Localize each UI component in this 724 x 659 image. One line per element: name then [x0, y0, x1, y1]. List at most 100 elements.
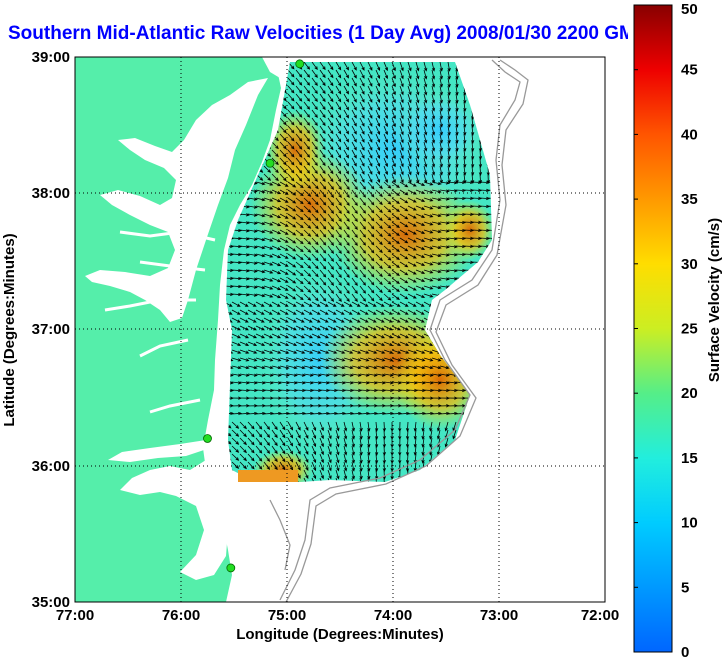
velocity-arrow — [391, 69, 396, 80]
velocity-arrow — [255, 221, 266, 226]
velocity-arrow — [415, 69, 420, 80]
velocity-arrow — [399, 141, 404, 152]
velocity-arrow — [413, 421, 417, 432]
velocity-arrow — [343, 109, 349, 119]
velocity-arrow — [287, 245, 297, 252]
velocity-arrow — [271, 149, 279, 158]
velocity-arrow — [263, 221, 274, 226]
velocity-arrow — [247, 261, 258, 265]
velocity-arrow — [407, 117, 412, 128]
velocity-arrow — [383, 109, 388, 120]
velocity-arrow — [431, 157, 436, 168]
velocity-arrow — [319, 157, 326, 167]
velocity-arrow — [383, 317, 393, 323]
velocity-arrow — [359, 62, 365, 71]
velocity-arrow — [247, 411, 258, 416]
velocity-arrow — [343, 125, 349, 135]
velocity-arrow — [367, 341, 378, 346]
velocity-arrow — [407, 69, 412, 80]
velocity-arrow — [263, 277, 274, 282]
velocity-arrow — [413, 429, 417, 440]
velocity-arrow — [319, 133, 326, 143]
velocity-arrow — [263, 317, 273, 323]
velocity-arrow — [407, 101, 412, 112]
velocity-arrow — [343, 157, 349, 167]
velocity-arrow — [367, 221, 375, 230]
velocity-arrow — [367, 429, 371, 440]
velocity-arrow — [431, 229, 442, 234]
velocity-arrow — [359, 149, 365, 159]
velocity-arrow — [319, 205, 327, 214]
velocity-arrow — [399, 301, 409, 307]
velocity-arrow — [359, 365, 370, 370]
velocity-arrow — [343, 357, 354, 362]
velocity-arrow — [335, 333, 346, 339]
velocity-arrow — [319, 245, 327, 254]
velocity-arrow — [327, 349, 338, 354]
velocity-arrow — [335, 109, 342, 119]
velocity-arrow — [255, 461, 263, 470]
velocity-arrow — [247, 373, 258, 377]
velocity-arrow — [415, 357, 426, 362]
velocity-arrow — [431, 269, 442, 274]
velocity-arrow — [431, 141, 436, 152]
velocity-arrow — [247, 445, 255, 454]
velocity-arrow — [287, 133, 295, 142]
velocity-arrow — [287, 411, 298, 416]
velocity-arrow — [439, 213, 450, 217]
velocity-arrow — [439, 205, 450, 209]
velocity-arrow — [399, 388, 410, 393]
velocity-arrow — [343, 269, 350, 279]
velocity-arrow — [375, 173, 381, 184]
velocity-arrow — [455, 101, 459, 112]
velocity-arrow — [335, 429, 340, 440]
velocity-arrow — [319, 421, 324, 432]
velocity-arrow — [295, 325, 305, 331]
velocity-arrow — [407, 157, 412, 168]
velocity-arrow — [303, 293, 312, 301]
velocity-arrow — [479, 212, 490, 217]
velocity-arrow — [319, 301, 329, 307]
velocity-arrow — [255, 333, 266, 339]
velocity-arrow — [303, 445, 309, 455]
velocity-arrow — [455, 125, 459, 136]
velocity-arrow — [367, 109, 373, 119]
velocity-arrow — [303, 69, 311, 78]
velocity-arrow — [391, 253, 400, 261]
velocity-arrow — [343, 421, 348, 432]
velocity-arrow — [303, 301, 313, 307]
velocity-arrow — [271, 141, 279, 150]
velocity-arrow — [327, 357, 338, 362]
velocity-arrow — [470, 141, 475, 152]
velocity-arrow — [455, 236, 466, 241]
velocity-arrow — [470, 133, 475, 144]
velocity-arrow — [374, 429, 379, 440]
velocity-arrow — [279, 357, 290, 362]
velocity-arrow — [303, 373, 314, 377]
velocity-arrow — [455, 93, 459, 104]
velocity-arrow — [415, 62, 420, 72]
velocity-arrow — [415, 293, 426, 298]
velocity-arrow — [399, 69, 404, 80]
velocity-arrow — [399, 149, 404, 160]
velocity-arrow — [263, 421, 271, 430]
velocity-arrow — [375, 85, 381, 96]
velocity-arrow — [431, 77, 436, 88]
velocity-arrow — [343, 469, 348, 480]
velocity-arrow — [311, 453, 317, 464]
velocity-arrow — [423, 181, 434, 186]
station-marker — [265, 158, 275, 168]
velocity-arrow — [343, 245, 350, 255]
velocity-arrow — [343, 141, 349, 151]
velocity-arrow — [447, 269, 458, 273]
velocity-arrow — [367, 165, 373, 175]
velocity-arrow — [359, 157, 365, 167]
velocity-arrow — [447, 133, 451, 144]
velocity-arrow — [407, 411, 418, 416]
velocity-arrow — [375, 157, 381, 168]
velocity-arrow — [447, 381, 458, 385]
velocity-arrow — [287, 125, 295, 134]
velocity-arrow — [287, 341, 298, 346]
velocity-arrow — [471, 188, 482, 192]
velocity-arrow — [271, 421, 278, 431]
